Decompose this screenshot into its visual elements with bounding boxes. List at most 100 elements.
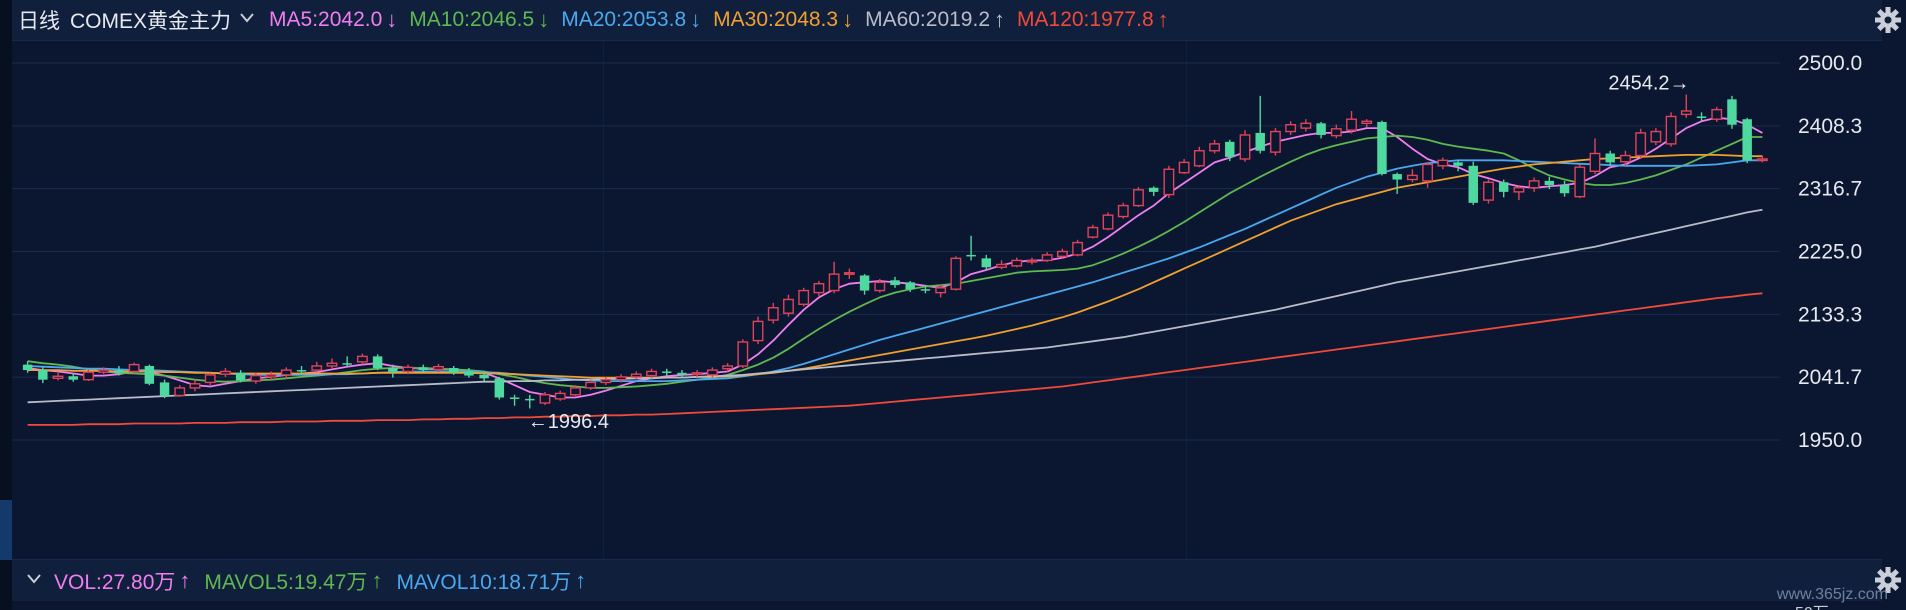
y-tick-label: 2316.7	[1798, 178, 1862, 201]
candle-body	[1453, 162, 1463, 166]
candle-body	[1072, 241, 1084, 256]
settings-gear-icon[interactable]	[1874, 6, 1902, 34]
candle-body	[1528, 180, 1540, 189]
candle-body	[1330, 128, 1342, 137]
candle	[1041, 252, 1053, 262]
candle-body	[585, 381, 597, 389]
candle	[1680, 94, 1692, 118]
chevron-down-icon[interactable]	[26, 571, 42, 587]
candle-body	[798, 289, 810, 305]
candle	[83, 369, 94, 382]
candle	[1742, 117, 1752, 164]
candle-body	[966, 254, 976, 257]
candle	[1117, 202, 1129, 219]
candle	[174, 385, 186, 397]
mavol5-arrow: ↑	[371, 568, 383, 593]
volume-settings-gear-icon[interactable]	[1874, 566, 1902, 594]
candle	[402, 364, 414, 375]
candle	[859, 274, 870, 295]
candle	[691, 370, 703, 377]
candle	[996, 260, 1007, 270]
candle	[1574, 164, 1586, 199]
candles	[22, 94, 1768, 409]
chevron-down-icon[interactable]	[239, 10, 255, 26]
candle	[68, 373, 78, 382]
candle-body	[1041, 254, 1053, 262]
candle	[1330, 124, 1342, 139]
ma60-indicator: MA60:2019.2 ↑	[865, 7, 1005, 33]
candle-body	[1300, 122, 1312, 129]
candle-body	[1056, 250, 1068, 257]
candle-body	[159, 382, 170, 397]
candle-body	[388, 368, 398, 372]
candle	[1711, 106, 1723, 122]
candle-body	[737, 341, 749, 367]
candle	[372, 354, 383, 371]
candle	[204, 372, 216, 386]
candle-body	[22, 364, 33, 371]
candle	[1513, 185, 1525, 201]
candle	[1163, 165, 1175, 199]
candle-body	[828, 273, 840, 292]
candle-body	[98, 369, 110, 373]
vol-arrow: ↑	[179, 568, 191, 593]
candle-body	[1650, 130, 1662, 143]
candle-body	[189, 383, 201, 389]
candle-body	[372, 356, 383, 369]
candle	[114, 365, 124, 376]
candle	[1544, 176, 1555, 190]
candle-body	[114, 370, 124, 373]
y-tick-label: 2500.0	[1798, 52, 1862, 75]
candle-body	[280, 369, 292, 376]
candle	[890, 276, 900, 288]
candle-body	[646, 370, 657, 377]
candle-body	[525, 398, 535, 401]
candle	[144, 364, 155, 386]
left-edge-strip	[0, 0, 12, 610]
candle	[615, 374, 627, 383]
candle-body	[1316, 123, 1326, 135]
candlestick-chart[interactable]: 2500.0 2408.3 2316.7 2225.0 2133.3 2041.7 1950…	[12, 41, 1906, 559]
candle	[1635, 128, 1647, 159]
candle	[494, 376, 505, 400]
candle	[128, 362, 140, 374]
candle	[388, 364, 398, 378]
candle	[1406, 169, 1418, 183]
candle-body	[1635, 132, 1647, 157]
ma10-indicator: MA10:2046.5 ↓	[409, 7, 549, 33]
candle-body	[1087, 226, 1099, 238]
candle-body	[265, 374, 277, 378]
candle	[874, 278, 886, 293]
candle	[356, 353, 368, 365]
candle	[554, 390, 566, 401]
candle-body	[1193, 150, 1205, 167]
candle	[920, 285, 931, 294]
candle-body	[1392, 174, 1402, 180]
mavol10-indicator: MAVOL10:18.71万 ↑	[396, 566, 586, 596]
candle-body	[767, 307, 779, 321]
symbol-selector[interactable]: 日线 COMEX黄金主力	[12, 5, 269, 35]
candle	[1665, 112, 1677, 147]
candle	[1483, 179, 1494, 204]
y-tick-label: 1950.0	[1798, 429, 1862, 452]
candle	[1559, 180, 1570, 197]
ma5-arrow: ↓	[386, 7, 398, 32]
candle	[1225, 139, 1235, 162]
candle	[737, 339, 749, 369]
candle	[280, 367, 292, 379]
candle	[828, 261, 840, 294]
candle-body	[1742, 119, 1752, 161]
candle-body	[935, 287, 947, 294]
candle	[783, 294, 794, 317]
candle	[722, 363, 734, 372]
candle-body	[570, 387, 581, 396]
candle	[296, 365, 307, 375]
high-price-annotation: 2454.2→	[1608, 72, 1689, 94]
candle-body	[1544, 180, 1555, 186]
candle	[265, 371, 277, 380]
candle-body	[448, 368, 459, 373]
candle-body	[1680, 110, 1692, 116]
candle-body	[890, 280, 900, 286]
ma10-value: MA10:2046.5	[409, 8, 535, 31]
candle	[1377, 120, 1387, 176]
